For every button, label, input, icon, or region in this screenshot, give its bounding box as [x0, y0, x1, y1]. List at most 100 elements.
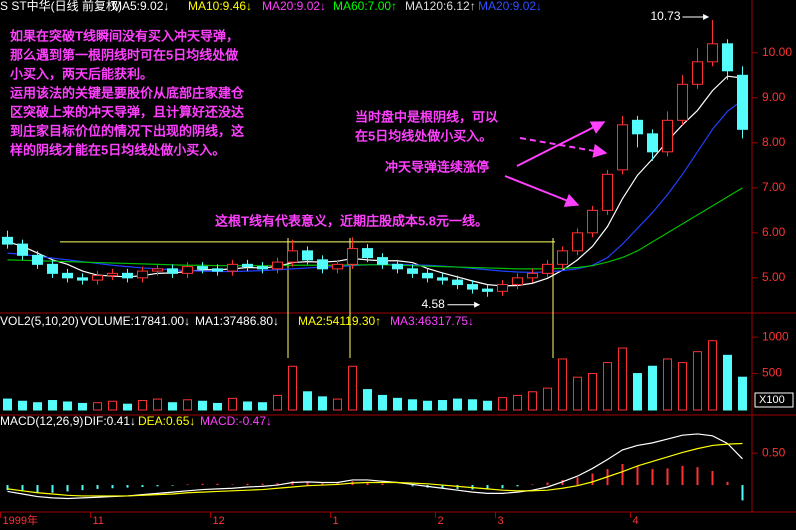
indicator-label: MA60:7.00↑: [333, 0, 397, 13]
indicator-label: MA2:54119.30↑: [298, 314, 381, 328]
volume-bar: [558, 358, 567, 411]
candle-body: [632, 119, 643, 135]
x-tick-label: 2: [438, 515, 444, 527]
volume-bar: [573, 376, 582, 411]
candle-body: [467, 284, 478, 290]
annotation: 运用该法的关键是要股价从底部庄家建仓: [10, 85, 245, 100]
x-tick-label: 4: [633, 515, 639, 527]
y-tick-label: 0.50: [762, 445, 786, 459]
marker-lines: [287, 238, 554, 358]
volume-bar: [453, 398, 462, 411]
low-label: 4.58: [422, 297, 446, 311]
volume-bar: [678, 362, 687, 411]
candle-body: [497, 284, 508, 292]
indicator-label: MA20:9.02↓: [478, 0, 542, 13]
volume-bar: [408, 399, 417, 411]
volume-bar: [138, 400, 147, 411]
volume-bar: [93, 402, 102, 411]
y-tick-label: 500: [762, 366, 782, 380]
candle-body: [242, 263, 253, 268]
candle-body: [302, 250, 313, 261]
candle-body: [407, 268, 418, 274]
candle-body: [572, 232, 583, 252]
candle-body: [227, 263, 238, 272]
candle-body: [452, 279, 463, 286]
candle-body: [722, 43, 733, 72]
volume-bar: [183, 399, 192, 411]
indicator-label: DEA:0.65↓: [138, 414, 195, 428]
indicator-label: MA5:9.02↓: [112, 0, 169, 13]
candle-body: [692, 61, 703, 85]
candle-body: [512, 277, 523, 286]
volume-bar: [18, 400, 27, 411]
volume-bar: [363, 389, 372, 411]
volume-bar: [123, 403, 132, 411]
annotation: 冲天导弹连续涨停: [385, 159, 489, 174]
panel-title: VOL2(5,10,20): [0, 314, 79, 328]
candle-body: [377, 257, 388, 265]
volume-bar: [633, 373, 642, 411]
volume-bar: [168, 402, 177, 411]
volume-bar: [393, 397, 402, 411]
annotation: 到庄家目标价位的情况下出现的阴线，这: [10, 123, 244, 138]
annotation: 那么遇到第一根阴线时可在5日均线处做: [10, 47, 238, 62]
candle-body: [272, 261, 283, 270]
indicator-label: MA120:6.12↑: [405, 0, 476, 13]
volume-bar: [438, 400, 447, 411]
annotation: 如果在突破T线瞬间没有买入冲天导弹，: [10, 28, 239, 43]
candle-body: [2, 236, 13, 245]
volume-bar: [228, 397, 237, 411]
volume-bar: [723, 354, 732, 411]
unit-label: X100: [759, 394, 785, 406]
volume-bar: [303, 391, 312, 411]
candle-body: [617, 124, 628, 171]
x-tick-label: 12: [213, 515, 225, 527]
indicator-label: MA3:46317.75↓: [390, 314, 474, 328]
candle-body: [137, 270, 148, 279]
volume-bar: [498, 397, 507, 411]
annotation: 样的阴线才能在5日均线处做小买入。: [10, 142, 225, 157]
moving-average: [7, 187, 743, 270]
volume-bar: [378, 394, 387, 411]
candle-body: [527, 272, 538, 279]
unit-box: [754, 392, 794, 408]
volume-bar: [198, 400, 207, 411]
candle-body: [62, 272, 73, 279]
volume-bar: [738, 376, 747, 411]
y-tick-label: 8.00: [762, 135, 786, 149]
volume-bar: [618, 347, 627, 411]
volume-bar: [423, 400, 432, 411]
volume-bar: [243, 401, 252, 411]
candle-body: [167, 268, 178, 274]
candle-body: [362, 248, 373, 259]
candle-body: [197, 266, 208, 270]
candle-body: [422, 272, 433, 279]
volume-bar: [603, 362, 612, 411]
candle-body: [392, 263, 403, 270]
candle-body: [287, 250, 298, 263]
candle-body: [677, 83, 688, 121]
macd-line: [7, 433, 743, 500]
candle-body: [437, 277, 448, 281]
volume-bar: [648, 365, 657, 411]
candle-body: [587, 209, 598, 234]
candle-body: [47, 263, 58, 274]
x-tick-label: 3: [498, 515, 504, 527]
candle-body: [602, 173, 613, 211]
macd-line: [7, 442, 743, 497]
candle-body: [212, 268, 223, 272]
y-tick-label: 1000: [762, 329, 789, 343]
x-tick-label: 1999年: [3, 513, 38, 527]
candle-body: [182, 266, 193, 274]
indicator-label: MACD:-0.47↓: [200, 414, 272, 428]
volume-bar: [213, 402, 222, 411]
volume-bar: [33, 402, 42, 411]
volume-bar: [258, 402, 267, 411]
volume-bar: [543, 387, 552, 411]
candle-body: [257, 266, 268, 270]
indicator-label: MA10:9.46↓: [188, 0, 252, 13]
volume-bar: [108, 400, 117, 411]
candle-body: [152, 268, 163, 272]
frame: [0, 0, 796, 513]
